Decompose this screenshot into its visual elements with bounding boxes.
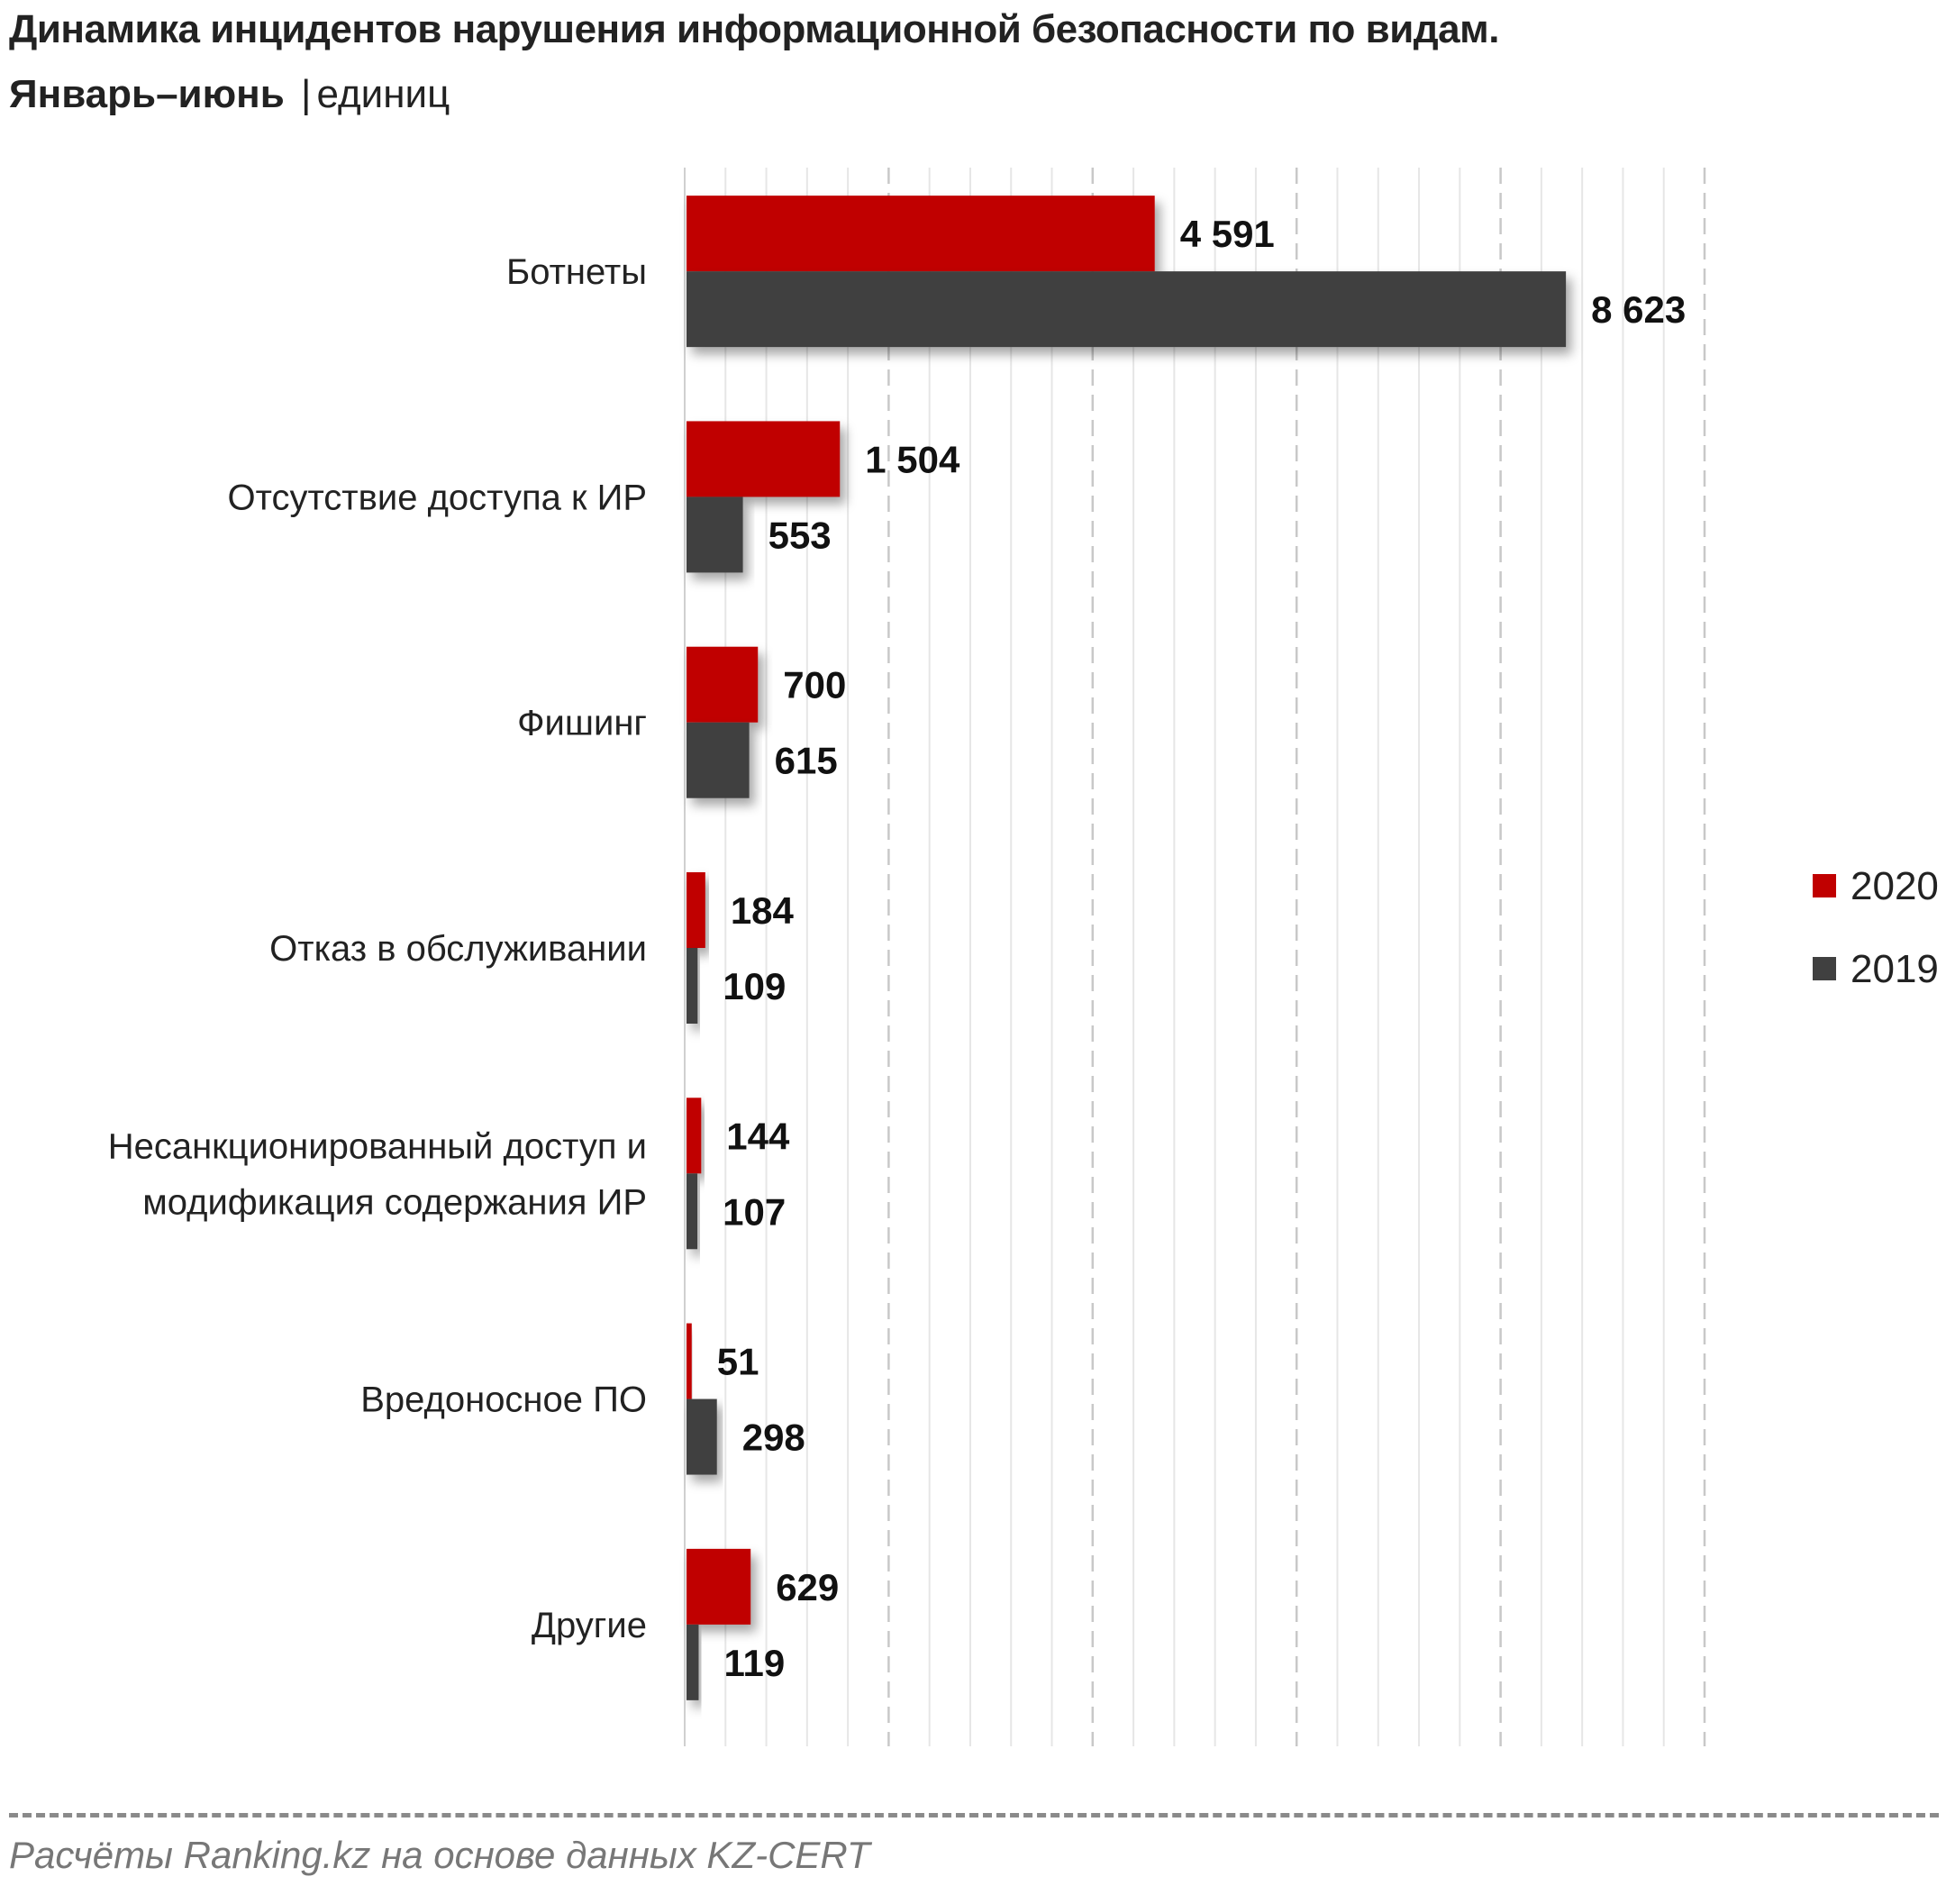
data-label-2020: 144 [726,1115,790,1157]
bar-2020 [687,196,1155,272]
data-label-2019: 8 623 [1591,288,1686,331]
bar-2020 [687,421,841,497]
bar-2020 [687,646,759,723]
bar-2019 [687,1624,699,1700]
bar-2019 [687,1398,717,1475]
category-label-line: модификация содержания ИР [142,1182,647,1222]
data-label-2020: 629 [776,1566,839,1608]
unit-label: единиц [316,72,450,116]
bar-2019 [687,722,750,798]
bar-2020 [687,1098,702,1174]
data-label-2020: 700 [783,664,846,706]
category-label: Несанкционированный доступ и модификация … [108,1126,647,1222]
subtitle-separator: | [301,72,312,116]
category-label: Отсутствие доступа к ИР [227,478,647,517]
period-label: Январь–июнь [9,72,285,116]
category-label-line: Другие [532,1606,647,1645]
category-label: Вредоносное ПО [360,1380,647,1420]
labels: Ботнеты 4 591 8 623 Отсутствие доступа к ИР… [108,213,1687,1684]
bar-2020 [687,872,705,948]
category-label: Другие [532,1606,647,1645]
category-label-line: Несанкционированный доступ и [108,1126,647,1166]
category-label-line: Отсутствие доступа к ИР [227,478,647,517]
data-label-2020: 1 504 [865,438,960,480]
legend-swatch-2019 [1813,957,1836,980]
bar-2019 [687,271,1567,348]
data-label-2019: 298 [742,1417,805,1459]
bar-2020 [687,1323,692,1399]
chart-subtitle: Январь–июнь | единиц [9,72,450,117]
category-label-line: Вредоносное ПО [360,1380,647,1420]
data-label-2020: 4 591 [1180,213,1275,255]
category-label-line: Ботнеты [506,252,647,292]
bar-2020 [687,1548,751,1625]
data-label-2020: 51 [717,1341,759,1383]
legend-label-2020: 2020 [1851,864,1939,908]
legend-swatch-2020 [1813,874,1836,897]
bars [687,196,1567,1700]
category-label-line: Отказ в обслуживании [269,929,647,969]
data-label-2019: 107 [723,1190,786,1233]
bar-2019 [687,496,743,573]
data-label-2019: 119 [723,1642,785,1684]
chart-title: Динамика инцидентов нарушения информацио… [9,7,1499,51]
bar-2019 [687,1173,698,1250]
data-label-2020: 184 [731,889,795,932]
source-note: Расчёты Ranking.kz на основе данных KZ-C… [9,1834,870,1876]
category-label: Ботнеты [506,252,647,292]
legend-label-2019: 2019 [1851,947,1939,991]
category-label: Отказ в обслуживании [269,929,647,969]
legend: 2020 2019 [1813,864,1939,991]
data-label-2019: 553 [768,514,832,556]
category-label: Фишинг [517,704,647,743]
bar-2019 [687,948,698,1024]
data-label-2019: 109 [723,965,786,1007]
bar-chart: Ботнеты 4 591 8 623 Отсутствие доступа к ИР… [108,168,1939,1746]
gridlines [684,168,1706,1746]
footer-divider [9,1813,1939,1817]
data-label-2019: 615 [775,740,838,782]
category-label-line: Фишинг [517,704,647,743]
